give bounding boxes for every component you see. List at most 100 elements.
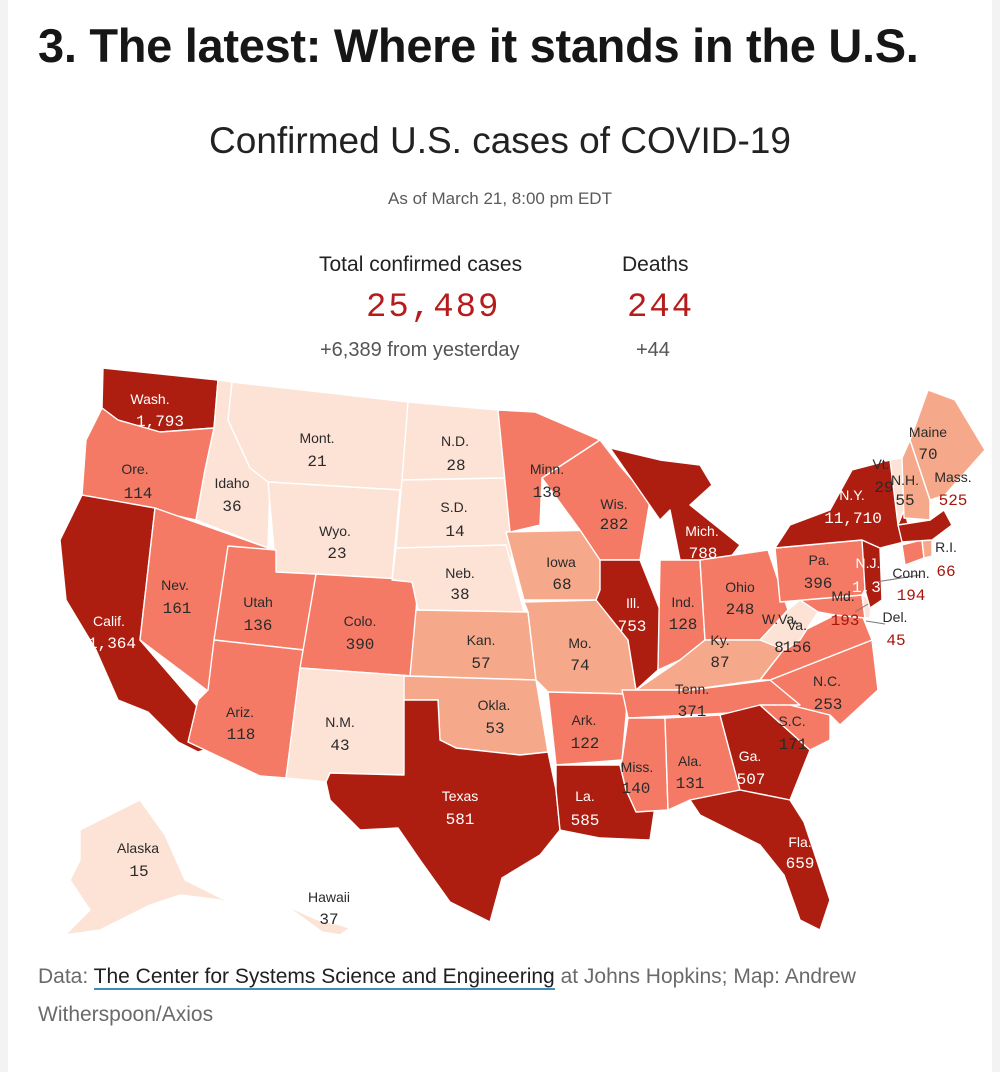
state-shape-nc[interactable] <box>769 639 879 726</box>
state-label-al: Ala. <box>678 753 702 769</box>
state-cases-pa: 396 <box>804 575 833 593</box>
state-cases-co: 390 <box>346 636 375 654</box>
state-cases-id: 36 <box>222 498 241 516</box>
state-cases-nd: 28 <box>446 457 465 475</box>
state-label-md: Md. <box>831 588 854 604</box>
state-shape-ct[interactable] <box>901 539 925 566</box>
state-label-oh: Ohio <box>725 579 755 595</box>
state-label-ms: Miss. <box>621 759 654 775</box>
state-shape-hi[interactable] <box>284 904 356 936</box>
right-page-edge <box>992 0 1000 1072</box>
state-cases-ga: 507 <box>737 771 766 789</box>
state-cases-sd: 14 <box>445 523 464 541</box>
state-label-in: Ind. <box>671 594 694 610</box>
state-cases-ri: 66 <box>936 563 955 581</box>
state-label-ma: Mass. <box>934 469 971 485</box>
state-cases-ms: 140 <box>622 780 651 798</box>
state-cases-nh: 55 <box>895 492 914 510</box>
section-heading: 3. The latest: Where it stands in the U.… <box>38 19 919 72</box>
state-label-az: Ariz. <box>226 704 254 720</box>
state-cases-sc: 171 <box>779 736 808 754</box>
state-shapes <box>59 367 986 936</box>
state-label-ky: Ky. <box>710 632 729 648</box>
total-cases-change: +6,389 from yesterday <box>320 339 520 361</box>
state-label-ga: Ga. <box>739 748 762 764</box>
state-cases-wi: 282 <box>600 516 629 534</box>
source-link[interactable]: The Center for Systems Science and Engin… <box>93 965 555 990</box>
state-cases-mo: 74 <box>570 657 589 675</box>
state-label-sc: S.C. <box>778 713 805 729</box>
state-label-ri: R.I. <box>935 539 957 555</box>
source-note: Data: The Center for Systems Science and… <box>38 958 978 1034</box>
state-cases-tx: 581 <box>446 811 475 829</box>
state-label-nj: N.J. <box>856 555 881 571</box>
state-shape-tx[interactable] <box>325 699 561 923</box>
state-cases-ky: 87 <box>710 654 729 672</box>
state-cases-ia: 68 <box>552 576 571 594</box>
state-shape-fl[interactable] <box>689 789 831 931</box>
state-cases-tn: 371 <box>678 703 707 721</box>
total-cases-label: Total confirmed cases <box>319 253 523 276</box>
state-label-mi: Mich. <box>685 523 718 539</box>
map-title: Confirmed U.S. cases of COVID-19 <box>209 120 791 161</box>
state-cases-nc: 253 <box>814 696 843 714</box>
state-label-ut: Utah <box>243 594 273 610</box>
state-label-mn: Minn. <box>530 461 564 477</box>
state-label-co: Colo. <box>344 613 377 629</box>
state-shape-ri[interactable] <box>921 539 933 559</box>
state-label-or: Ore. <box>121 461 148 477</box>
state-shape-mi[interactable] <box>609 447 741 563</box>
state-label-ia: Iowa <box>546 554 576 570</box>
state-cases-ut: 136 <box>244 617 273 635</box>
state-cases-ok: 53 <box>485 720 504 738</box>
state-label-wa: Wash. <box>130 391 169 407</box>
state-cases-ar: 122 <box>571 735 600 753</box>
deaths-label: Deaths <box>622 253 689 276</box>
state-cases-ak: 15 <box>129 863 148 881</box>
state-cases-ma: 525 <box>939 492 968 510</box>
state-labels: Wash. 1,793 Ore. 114 Calif. 1,364 Idaho 36 Nev. 1… <box>88 391 972 929</box>
state-label-tx: Texas <box>442 788 479 804</box>
state-cases-hi: 37 <box>319 911 338 929</box>
source-prefix: Data: <box>38 965 94 988</box>
state-shape-nh[interactable] <box>901 439 931 521</box>
state-cases-la: 585 <box>571 812 600 830</box>
state-cases-mn: 138 <box>533 484 562 502</box>
left-page-edge <box>0 0 8 1072</box>
state-cases-az: 118 <box>227 726 256 744</box>
state-shape-ny[interactable] <box>774 459 913 549</box>
state-cases-ks: 57 <box>471 655 490 673</box>
state-shape-wi[interactable] <box>541 439 651 561</box>
state-label-ak: Alaska <box>117 840 159 856</box>
callout-line <box>875 574 921 583</box>
state-label-pa: Pa. <box>808 552 829 568</box>
callout-line <box>854 603 869 613</box>
state-label-ny: N.Y. <box>839 487 864 503</box>
state-cases-in: 128 <box>669 616 698 634</box>
state-cases-nm: 43 <box>330 737 349 755</box>
state-cases-md: 193 <box>831 612 860 630</box>
state-cases-or: 114 <box>124 485 153 503</box>
state-shape-sd[interactable] <box>395 477 513 559</box>
state-cases-ne: 38 <box>450 586 469 604</box>
state-shape-me[interactable] <box>909 389 986 501</box>
state-label-la: La. <box>575 788 594 804</box>
state-label-tn: Tenn. <box>675 681 709 697</box>
state-shape-ga[interactable] <box>719 704 811 801</box>
state-cases-mt: 21 <box>307 453 326 471</box>
state-cases-ca: 1,364 <box>88 635 136 653</box>
state-label-de: Del. <box>883 609 908 625</box>
state-shape-ak[interactable] <box>64 799 236 936</box>
state-cases-me: 70 <box>918 446 937 464</box>
state-label-il: Ill. <box>626 595 640 611</box>
deaths-change: +44 <box>636 339 670 361</box>
state-label-nc: N.C. <box>813 673 841 689</box>
state-shape-sc[interactable] <box>759 704 831 751</box>
state-label-mo: Mo. <box>568 635 591 651</box>
state-label-vt: Vt. <box>872 456 889 472</box>
state-cases-nv: 161 <box>163 600 192 618</box>
state-label-ne: Neb. <box>445 565 475 581</box>
state-label-wv: W.Va. <box>762 611 798 627</box>
state-shape-ar[interactable] <box>547 691 629 766</box>
state-label-ks: Kan. <box>467 632 496 648</box>
